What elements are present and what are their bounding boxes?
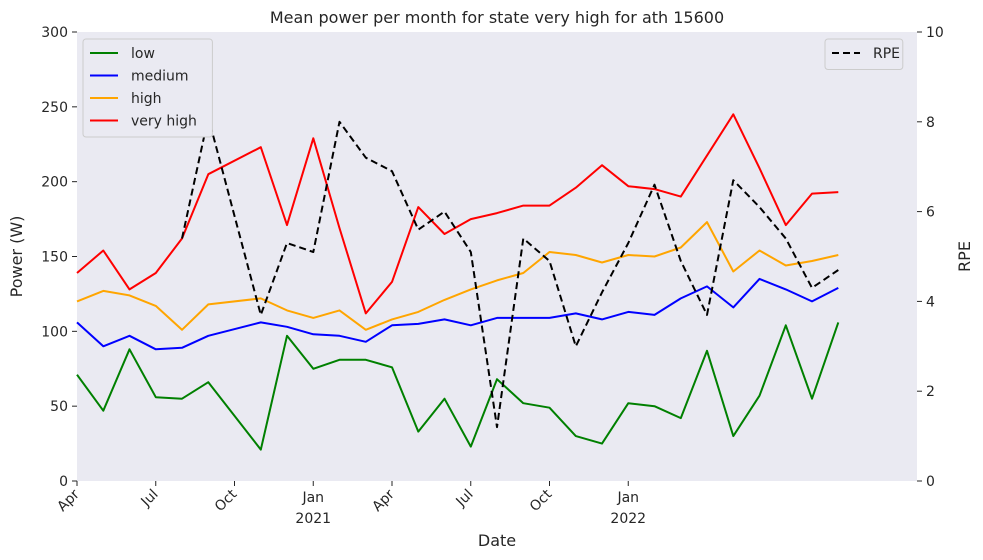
y-tick-label: 250 xyxy=(41,100,68,116)
y-tick-label: 100 xyxy=(41,324,68,340)
legend-left: low medium high very high xyxy=(82,38,213,138)
x-axis-title: Date xyxy=(478,531,516,550)
y2-tick-label: 6 xyxy=(926,205,935,221)
y-tick-label: 300 xyxy=(41,25,68,41)
y-axis-right: 0 2 4 6 8 10 xyxy=(917,25,944,490)
y2-tick-label: 4 xyxy=(926,294,935,310)
legend-label-low: low xyxy=(131,46,155,62)
series-line-very-high xyxy=(76,113,839,315)
y-tick-label: 0 xyxy=(59,474,68,490)
y2-tick-label: 8 xyxy=(926,115,935,131)
x-tick-label: Jan xyxy=(301,490,324,506)
y-tick-label: 200 xyxy=(41,175,68,191)
y-axis-left-title: Power (W) xyxy=(7,216,26,298)
x-tick-year-label: 2022 xyxy=(610,511,646,527)
y2-tick-label: 10 xyxy=(926,25,944,41)
series-line-medium xyxy=(76,277,839,351)
series-line-rpe xyxy=(181,116,839,429)
series-line-low xyxy=(76,322,840,451)
legend-label-high: high xyxy=(131,91,162,107)
legend-label-medium: medium xyxy=(131,69,189,85)
series-line-high xyxy=(76,221,839,331)
legend-label-rpe: RPE xyxy=(873,46,900,62)
plot-area xyxy=(77,32,917,481)
x-tick-label: Jan xyxy=(616,490,639,506)
x-tick-year-label: 2021 xyxy=(295,511,331,527)
legend-box xyxy=(82,38,213,138)
y2-tick-label: 0 xyxy=(926,474,935,490)
series-layer xyxy=(76,113,840,451)
legend-box xyxy=(824,38,904,70)
chart-title: Mean power per month for state very high… xyxy=(270,8,724,27)
y2-tick-label: 2 xyxy=(926,384,935,400)
y-tick-label: 50 xyxy=(50,399,68,415)
y-tick-label: 150 xyxy=(41,250,68,266)
legend-label-very-high: very high xyxy=(131,114,197,130)
y-axis-right-title: RPE xyxy=(955,241,974,272)
legend-right: RPE xyxy=(824,38,904,70)
y-axis-left: 0 50 100 150 200 250 300 xyxy=(41,25,77,490)
